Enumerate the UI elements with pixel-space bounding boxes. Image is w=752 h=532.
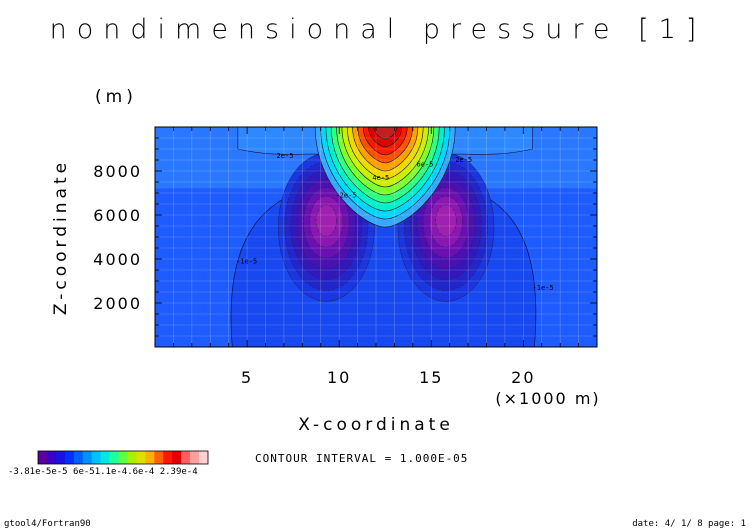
contour-labels: 2e-5 2e-5 4e-5 6e-5 -2e-5 -1e-5 -1e-5 [236, 152, 554, 292]
contour-fill-layers [155, 127, 597, 347]
plot-area: 2e-5 2e-5 4e-5 6e-5 -2e-5 -1e-5 -1e-5 [155, 127, 597, 347]
colorbar-swatch [55, 451, 66, 464]
chart-title: nondimensional pressure [1] [50, 14, 707, 45]
x-tick-label: 20 [511, 368, 535, 387]
contour-interval: CONTOUR INTERVAL = 1.000E-05 [255, 452, 468, 465]
axis-ticks: 5 10 15 20 2000 4000 6000 8000 [93, 127, 597, 387]
contour-label: -1e-5 [236, 257, 257, 265]
x-axis-label: X-coordinate [298, 415, 454, 435]
y-tick-label: 6000 [93, 206, 142, 225]
grid-lines [155, 127, 597, 347]
colorbar-swatch [181, 451, 191, 464]
colorbar-swatch [100, 451, 110, 464]
colorbar-swatch [127, 451, 137, 464]
colorbar-swatch [154, 451, 164, 464]
colorbar-swatch [91, 451, 101, 464]
colorbar-swatch [38, 451, 48, 464]
colorbar-swatch [145, 451, 155, 464]
colorbar [37, 450, 209, 465]
contour-label: 6e-5 [417, 161, 434, 169]
colorbar-swatch [64, 451, 75, 464]
colorbar-swatch [82, 451, 92, 464]
colorbar-swatch [163, 451, 173, 464]
x-tick-label: 5 [241, 368, 253, 387]
y-tick-label: 8000 [93, 162, 142, 181]
colorbar-swatch [118, 451, 128, 464]
y-axis-label: Z-coordinate [51, 159, 71, 315]
colorbar-swatch [190, 451, 200, 464]
colorbar-frame [37, 450, 209, 465]
contour-label: -1e-5 [533, 284, 554, 292]
x-tick-label: 10 [327, 368, 351, 387]
colorbar-swatch [199, 451, 209, 464]
minimum-contour [315, 204, 337, 237]
contour-label: -2e-5 [335, 191, 356, 199]
colorbar-swatch [136, 451, 146, 464]
contour-label: 2e-5 [277, 152, 294, 160]
y-tick-label: 2000 [93, 294, 142, 313]
y-tick-label: 4000 [93, 250, 142, 269]
colorbar-swatch [109, 451, 119, 464]
contour-label: 2e-5 [455, 156, 472, 164]
colorbar-labels: -3.81e-5e-5 6e-51.1e-4.6e-4 2.39e-4 [8, 467, 198, 477]
minimum-contour [435, 204, 457, 237]
contour-label: 4e-5 [372, 174, 389, 182]
x-tick-label: 15 [419, 368, 443, 387]
colorbar-swatch [73, 451, 84, 464]
footer-right: date: 4/ 1/ 8 page: 1 [632, 519, 746, 529]
colorbar-swatch [172, 451, 182, 464]
x-unit-label: (×1000 m) [495, 389, 600, 408]
maximum-contour [373, 127, 397, 140]
footer-left: gtool4/Fortran90 [4, 519, 91, 529]
y-unit-label: (m) [95, 87, 137, 107]
colorbar-swatch [46, 451, 57, 464]
